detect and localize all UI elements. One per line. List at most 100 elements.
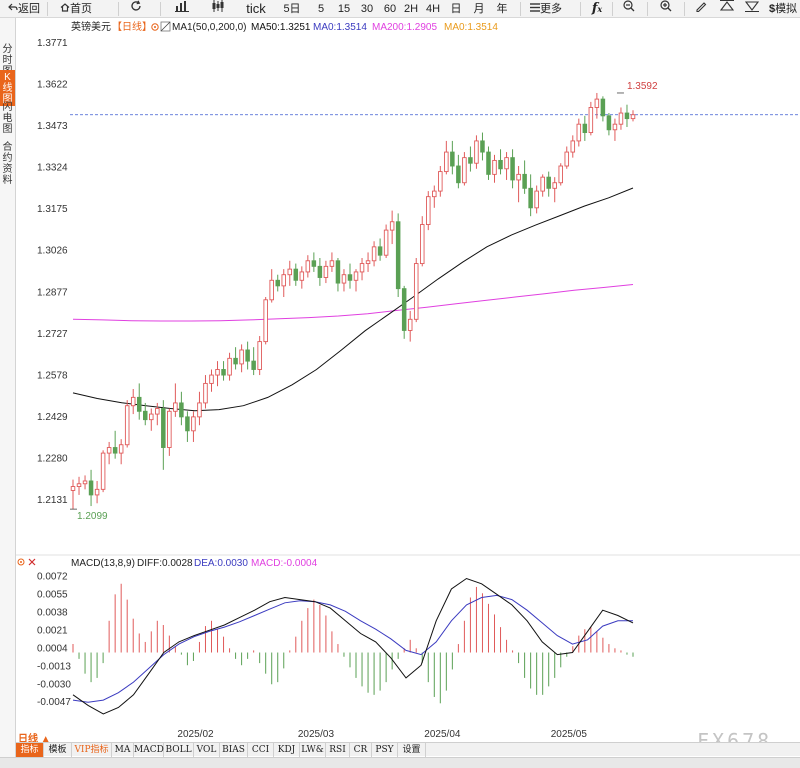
candle-body — [287, 268, 293, 276]
candle-body — [124, 405, 130, 446]
simulate-button[interactable]: $模拟 — [766, 0, 800, 18]
tab-flash-chart[interactable]: 闪电图 — [2, 102, 13, 135]
candle — [546, 171, 551, 197]
candle — [462, 152, 467, 186]
top-toolbar: 返回 首页 tick 5日 5 15 30 60 2H 4H 日 月 年 更多 … — [0, 0, 800, 18]
indicator-tab[interactable]: 设置 — [398, 743, 426, 757]
candle-body — [76, 483, 82, 488]
indicator-tab[interactable]: CCI — [248, 743, 274, 757]
tick-button[interactable]: tick — [246, 1, 266, 16]
formula-icon[interactable]: fx — [591, 1, 603, 16]
candle — [570, 135, 576, 158]
period-15min[interactable]: 15 — [337, 3, 351, 15]
period-60min[interactable]: 60 — [383, 3, 397, 15]
candle-body — [221, 369, 226, 376]
indicator-tab-bar: 指标 模板 VIP指标 MA MACD BOLL VOL BIAS CCI KDJ LW& RSI CR… — [16, 742, 800, 757]
indicator-tab[interactable]: BOLL — [164, 743, 194, 757]
period-indicator[interactable]: 日线 ▲ — [18, 734, 51, 745]
candle-body — [263, 299, 268, 343]
candle — [311, 252, 317, 272]
legend-name: 英镑美元 — [71, 20, 111, 33]
price-tick-label: 1.3026 — [37, 246, 68, 257]
period-year[interactable]: 年 — [496, 3, 508, 15]
candle — [432, 185, 437, 208]
settings-gear-icon[interactable] — [151, 23, 159, 31]
period-5min[interactable]: 5 — [317, 3, 325, 15]
more-button[interactable]: 更多 — [523, 0, 569, 18]
candle-body — [528, 187, 533, 209]
macd-def: MACD(13,8,9) — [71, 558, 135, 569]
candle-body — [413, 263, 419, 320]
candlestick-button[interactable] — [208, 0, 228, 18]
candle — [221, 361, 226, 381]
indicator-tab[interactable]: RSI — [326, 743, 350, 757]
tab-contract-info[interactable]: 合约资料 — [2, 142, 13, 186]
candle — [552, 177, 557, 203]
candle-body — [630, 114, 636, 120]
candle — [359, 257, 365, 281]
zoom-in-button[interactable] — [656, 0, 676, 18]
indicator-tab[interactable]: PSY — [372, 743, 398, 757]
indicator-tab[interactable]: VOL — [194, 743, 220, 757]
tab-kline[interactable]: K线图 — [0, 70, 15, 106]
kline-chart[interactable]: 英镑美元 【日线】 MA1(50,0,200,0) MA50:1.3251 MA… — [0, 0, 800, 742]
indicator-tab[interactable]: MA — [112, 743, 134, 757]
dea-line — [72, 594, 633, 703]
candle — [118, 439, 124, 465]
ma-toggle-icon[interactable] — [160, 21, 171, 32]
period-2h[interactable]: 2H — [403, 3, 419, 15]
candle-body — [353, 271, 359, 281]
indicator-tab[interactable]: KDJ — [274, 743, 300, 757]
candle-body — [624, 112, 630, 120]
candle — [185, 411, 190, 442]
legend-period: 【日线】 — [112, 20, 152, 33]
period-month[interactable]: 月 — [473, 3, 485, 15]
indicator-tab[interactable]: 指标 — [16, 743, 44, 757]
candle-body — [516, 173, 521, 181]
macd-lines — [72, 577, 634, 715]
candle-body — [167, 410, 172, 448]
triangle-up-button[interactable] — [717, 0, 737, 18]
period-5day[interactable]: 5日 — [283, 3, 301, 15]
indicator-tab[interactable]: VIP指标 — [72, 743, 112, 757]
candle — [215, 361, 220, 387]
refresh-button[interactable] — [126, 0, 146, 18]
back-arrow-icon — [8, 0, 18, 18]
triangle-down-button[interactable] — [742, 0, 762, 18]
candle-body — [112, 447, 118, 454]
period-30min[interactable]: 30 — [360, 3, 374, 15]
candle — [558, 163, 563, 186]
candle-body — [582, 123, 588, 134]
legend-ma0-a: MA0:1.3514 — [313, 22, 367, 33]
candle — [600, 96, 606, 122]
candle-body — [299, 271, 305, 281]
price-tick-label: 1.2727 — [37, 329, 68, 340]
candle — [594, 92, 600, 119]
legend-ma-def: MA1(50,0,200,0) — [172, 22, 247, 33]
indicator-tab[interactable]: LW& — [300, 743, 326, 757]
period-day[interactable]: 日 — [450, 3, 462, 15]
zoom-out-icon — [623, 0, 635, 18]
draw-tool-button[interactable] — [691, 0, 711, 18]
home-button[interactable]: 首页 — [52, 0, 100, 18]
indicator-tab[interactable]: MACD — [134, 743, 164, 757]
bottom-scroll-strip[interactable] — [0, 757, 800, 768]
period-4h[interactable]: 4H — [425, 3, 441, 15]
indicator-tab[interactable]: BIAS — [220, 743, 248, 757]
candle-body — [419, 224, 425, 265]
indicator-tab[interactable]: 模板 — [44, 743, 72, 757]
bar-chart-button[interactable] — [172, 0, 192, 18]
candle-body — [407, 318, 413, 331]
zoom-out-button[interactable] — [619, 0, 639, 18]
candle — [275, 274, 280, 292]
candle — [329, 252, 335, 272]
candle-body — [371, 246, 377, 262]
macd-settings-gear-icon[interactable] — [17, 558, 25, 566]
candle — [263, 297, 268, 345]
candle — [245, 341, 250, 370]
back-button[interactable]: 返回 — [2, 0, 46, 18]
macd-close-icon[interactable] — [28, 558, 36, 566]
price-tick-label: 1.3771 — [37, 38, 68, 49]
price-tick-label: 1.2429 — [37, 412, 68, 423]
indicator-tab[interactable]: CR — [350, 743, 372, 757]
